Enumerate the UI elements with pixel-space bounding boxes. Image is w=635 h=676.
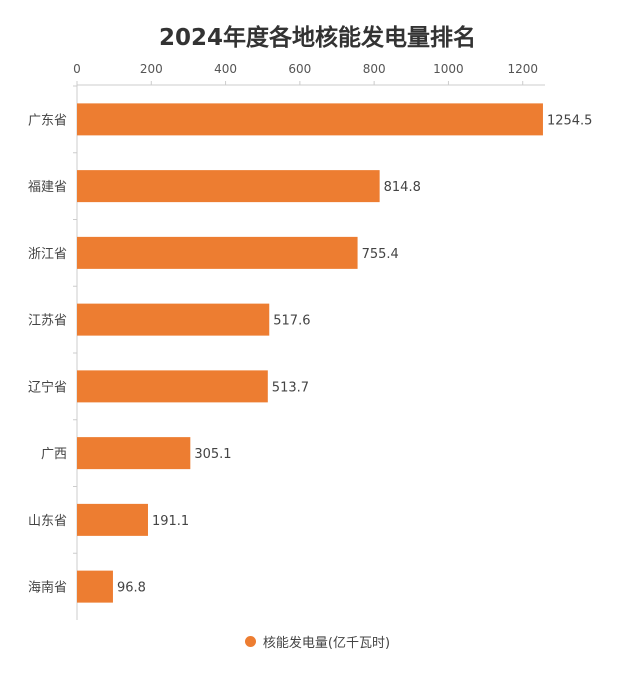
category-label: 海南省 [28,580,67,596]
chart-title: 2024年度各地核能发电量排名 [158,25,476,51]
category-label: 江苏省 [28,313,67,329]
category-label: 辽宁省 [28,379,67,395]
bars: 广东省 1254.5 福建省 814.8 浙江省 755.4 江苏省 517.6 辽宁省 513.… [28,85,593,603]
bar [77,303,270,336]
category-label: 山东省 [28,514,67,529]
data-label: 755.4 [362,247,399,262]
data-label: 517.6 [273,314,310,329]
bar [77,503,148,536]
x-axis: 0 200 400 600 800 1000 1200 [73,62,545,620]
data-label: 191.1 [152,514,189,529]
x-tick-label: 200 [140,62,163,76]
data-label: 96.8 [117,581,146,596]
bar [77,570,113,603]
bar [77,236,358,269]
category-label: 广东省 [28,113,67,128]
legend: 核能发电量(亿千瓦时) [0,632,635,651]
data-label: 305.1 [194,447,231,462]
bar [77,437,191,470]
x-tick-label: 600 [288,62,311,76]
category-label: 福建省 [28,180,67,195]
x-tick-label: 1000 [433,62,464,76]
legend-label: 核能发电量(亿千瓦时) [262,636,391,651]
x-tick-label: 400 [214,62,237,76]
legend-circle-icon [244,636,256,647]
category-label: 浙江省 [28,247,67,262]
x-tick-label: 0 [73,62,81,76]
data-label: 814.8 [384,180,421,195]
category-label: 广西 [41,447,67,462]
x-tick-label: 1200 [507,62,538,76]
bar [77,370,268,403]
bar [77,170,380,203]
data-label: 513.7 [272,380,309,395]
data-label: 1254.5 [547,113,593,128]
bar [77,103,543,136]
x-tick-label: 800 [363,62,386,76]
